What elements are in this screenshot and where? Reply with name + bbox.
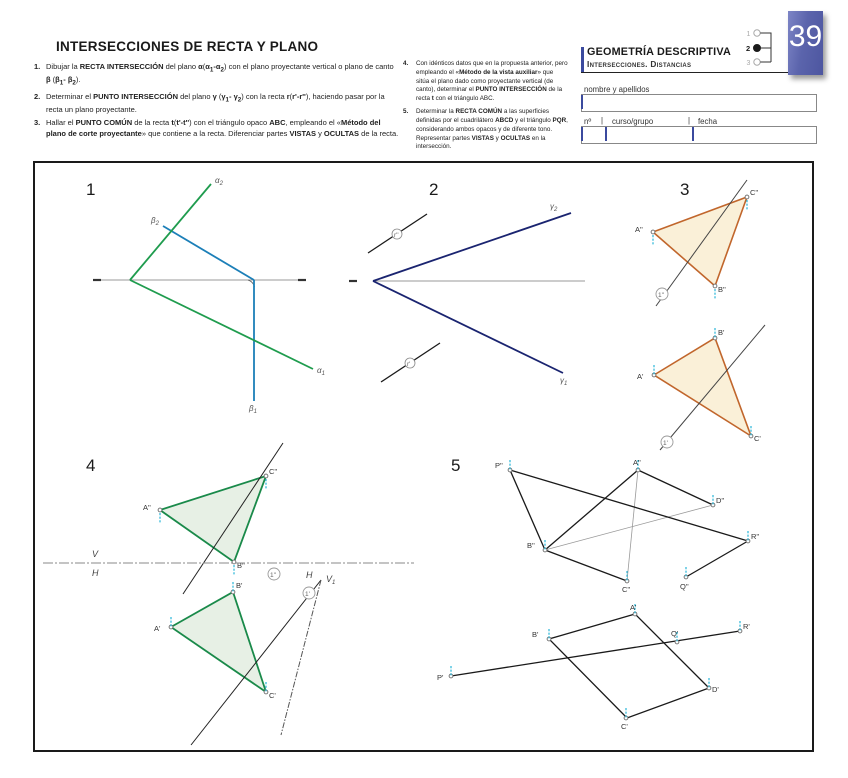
svg-text:A'': A'' <box>143 503 151 512</box>
svg-text:1'': 1'' <box>658 292 664 299</box>
svg-text:C'': C'' <box>269 467 278 476</box>
svg-text:R'': R'' <box>751 532 760 541</box>
svg-text:P'': P'' <box>495 461 503 470</box>
svg-text:Q'': Q'' <box>680 582 689 591</box>
svg-text:V: V <box>92 549 99 559</box>
svg-text:H: H <box>92 568 99 578</box>
svg-text:1': 1' <box>305 591 310 598</box>
svg-text:α1: α1 <box>317 366 325 377</box>
svg-text:C': C' <box>754 434 761 443</box>
svg-text:C'': C'' <box>622 585 631 594</box>
svg-text:r'': r'' <box>394 232 399 239</box>
svg-text:β1: β1 <box>248 404 257 415</box>
svg-text:C'': C'' <box>750 188 759 197</box>
svg-text:P': P' <box>437 673 444 682</box>
svg-text:β2: β2 <box>150 216 160 227</box>
svg-text:Q': Q' <box>671 629 679 638</box>
svg-text:B': B' <box>532 630 539 639</box>
svg-text:γ1: γ1 <box>560 376 567 387</box>
svg-text:C': C' <box>269 691 276 700</box>
svg-text:1': 1' <box>663 440 668 447</box>
svg-text:H: H <box>306 570 313 580</box>
svg-text:B'': B'' <box>718 285 726 294</box>
svg-text:A'': A'' <box>635 225 643 234</box>
svg-text:B'': B'' <box>237 561 245 570</box>
svg-text:B': B' <box>236 581 243 590</box>
svg-text:B': B' <box>718 328 725 337</box>
svg-text:V1: V1 <box>326 574 335 586</box>
svg-text:R': R' <box>743 622 750 631</box>
svg-text:A': A' <box>637 372 644 381</box>
svg-text:γ2: γ2 <box>550 202 558 213</box>
svg-text:r': r' <box>407 361 410 368</box>
svg-text:B'': B'' <box>527 541 535 550</box>
svg-text:C': C' <box>621 722 628 731</box>
svg-text:A': A' <box>154 624 161 633</box>
svg-text:α2: α2 <box>215 176 224 187</box>
svg-text:A': A' <box>630 603 637 612</box>
svg-text:D'': D'' <box>716 496 725 505</box>
svg-text:1'': 1'' <box>270 572 276 579</box>
svg-text:A'': A'' <box>633 458 641 467</box>
svg-text:D': D' <box>712 685 719 694</box>
